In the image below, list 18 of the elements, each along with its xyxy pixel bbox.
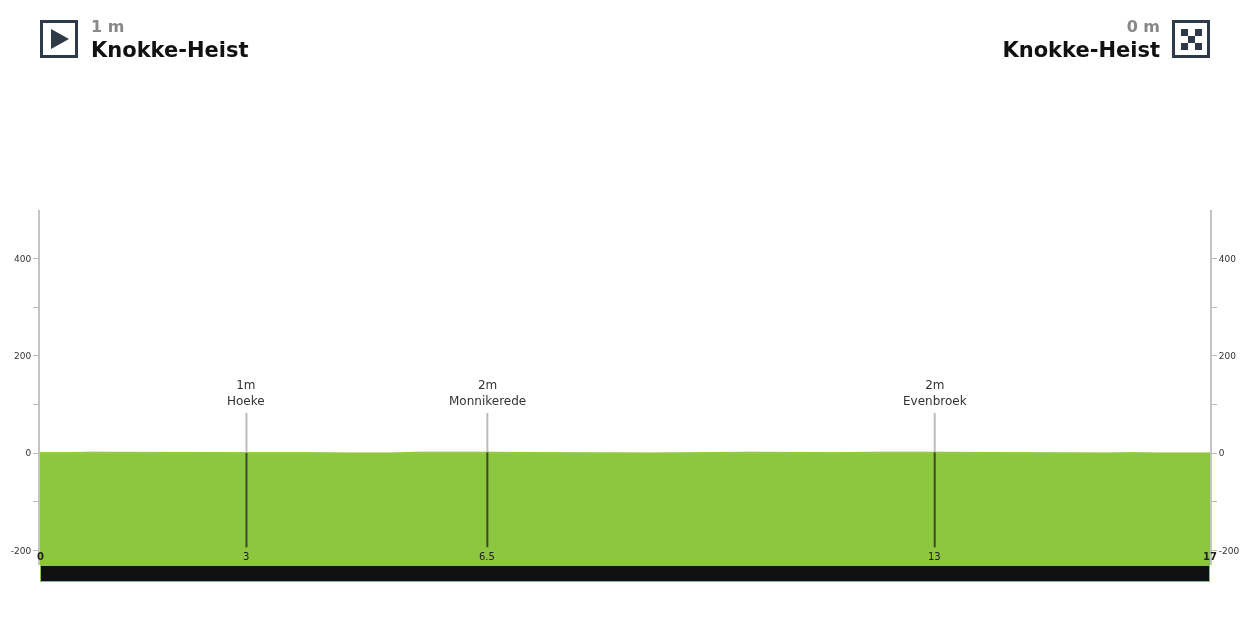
ref-line-label: 1m Hoeke — [227, 378, 265, 408]
x-tick-label: 6.5 — [479, 551, 495, 562]
y-tick-label: 200 — [14, 351, 32, 362]
x-tick-label: 13 — [928, 551, 941, 562]
y2-tick-label: 0 — [1218, 448, 1225, 459]
y2-tick-label: 200 — [1218, 351, 1237, 362]
ref-line-label: 2m Evenbroek — [903, 378, 967, 408]
text: 1 m — [91, 17, 126, 37]
ref-line-label: 2m Monnikerede — [449, 378, 527, 408]
y-tick-label: -200 — [10, 545, 32, 556]
text: Knokke-Heist — [1002, 37, 1160, 63]
text: Knokke-Heist — [91, 37, 249, 63]
text: 0 m — [1125, 17, 1160, 37]
y-tick-label: 400 — [14, 253, 32, 264]
y2-tick-label: -200 — [1218, 545, 1240, 556]
x-tick-label: 3 — [243, 551, 250, 562]
y2-tick-label: 400 — [1218, 253, 1237, 264]
y-tick-label: 0 — [25, 448, 32, 459]
